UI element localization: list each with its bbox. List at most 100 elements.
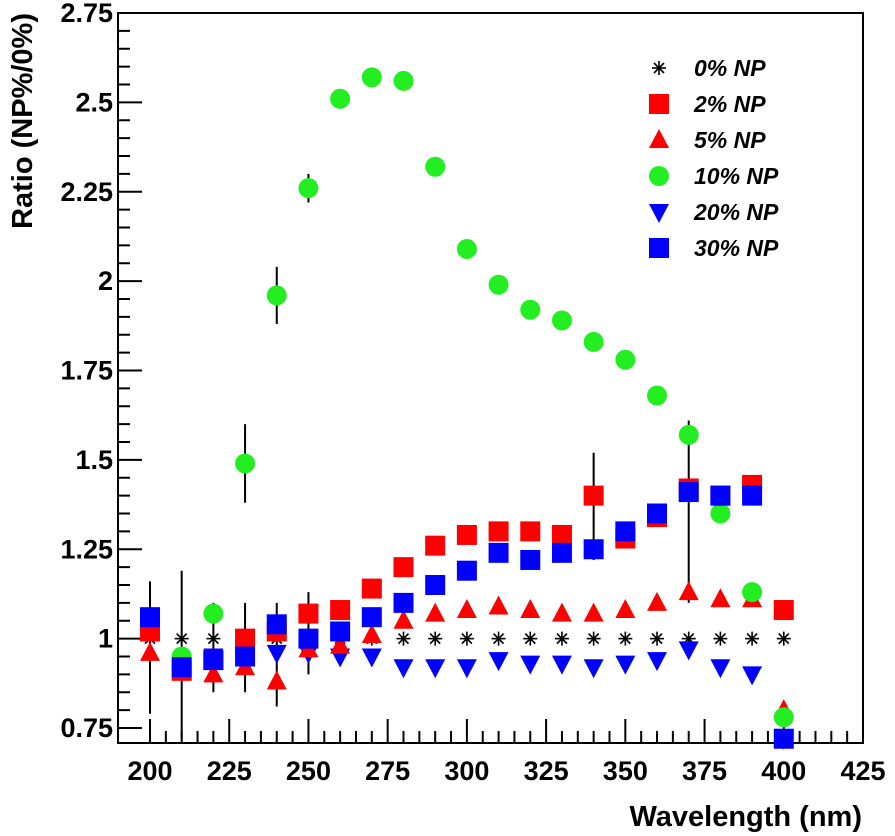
data-point: [266, 644, 287, 664]
data-point: [583, 485, 604, 506]
y-tick-label: 2: [98, 266, 113, 296]
legend-label: 10% NP: [694, 163, 779, 189]
data-point: [456, 560, 477, 581]
data-point: [488, 274, 509, 295]
data-point: [361, 624, 382, 644]
y-tick-label: 2.25: [60, 177, 113, 207]
legend-label: 0% NP: [694, 55, 766, 81]
data-point: [330, 88, 351, 109]
data-point: [425, 575, 446, 595]
plot-frame: [117, 12, 864, 744]
data-point: [678, 482, 699, 503]
data-point: [235, 628, 256, 649]
data-point: [551, 542, 572, 563]
data-point: [428, 631, 443, 646]
data-point: [583, 331, 604, 352]
data-point: [773, 728, 794, 749]
data-point: [647, 591, 668, 611]
data-point: [330, 621, 351, 642]
data-point: [615, 599, 636, 619]
data-point: [459, 631, 474, 646]
data-point: [361, 648, 382, 668]
data-point: [203, 650, 224, 671]
x-tick-label: 300: [444, 756, 489, 786]
y-axis: 0.75 1 1.25 1.5 1.75 2 2.25 2.5 2.75: [60, 0, 142, 743]
x-tick-label: 325: [524, 756, 569, 786]
data-point: [298, 603, 319, 624]
data-point: [140, 607, 160, 628]
legend-marker: [649, 238, 669, 258]
data-point: [551, 310, 572, 331]
data-point: [678, 581, 699, 601]
data-point: [650, 631, 665, 646]
legend-label: 20% NP: [693, 199, 779, 225]
data-point: [488, 542, 509, 563]
data-point: [742, 485, 763, 506]
data-point: [583, 539, 604, 560]
data-point: [647, 385, 668, 406]
data-point: [425, 156, 446, 177]
data-point: [773, 707, 794, 728]
data-point: [710, 659, 731, 679]
data-point: [647, 503, 668, 524]
data-point: [551, 602, 572, 622]
error-bars: [149, 173, 690, 739]
data-point: [425, 659, 446, 679]
legend-label: 5% NP: [694, 127, 766, 153]
legend-marker: [649, 204, 669, 223]
data-point: [710, 485, 731, 506]
data-point: [456, 524, 477, 545]
data-point: [488, 521, 509, 542]
x-axis: 200 225 250 275 300 325 350 375 400 425: [127, 719, 886, 786]
data-point: [330, 634, 351, 654]
data-point: [773, 600, 794, 621]
legend-item: 30% NP: [649, 235, 779, 261]
y-tick-label: 1.25: [60, 534, 113, 564]
data-point: [456, 599, 477, 619]
data-point: [742, 582, 763, 603]
legend-item: 20% NP: [649, 199, 779, 225]
x-tick-label: 250: [286, 756, 331, 786]
data-point: [456, 659, 477, 679]
data-point: [618, 631, 633, 646]
data-point: [615, 521, 636, 542]
data-point: [206, 631, 221, 646]
legend-marker: [649, 129, 669, 148]
data-point: [551, 524, 572, 545]
data-point: [551, 655, 572, 675]
data-point: [742, 666, 763, 686]
data-point: [266, 614, 287, 635]
data-point: [171, 657, 192, 678]
data-point: [393, 609, 414, 629]
y-tick-label: 1: [98, 624, 113, 654]
data-point: [491, 631, 506, 646]
legend-marker: [649, 94, 669, 114]
data-point: [330, 600, 351, 621]
x-tick-label: 400: [761, 756, 806, 786]
data-point: [425, 535, 446, 556]
data-point: [396, 631, 411, 646]
data-point: [488, 595, 509, 615]
data-point: [425, 602, 446, 622]
data-point: [266, 670, 287, 690]
data-point: [520, 549, 541, 570]
y-tick-label: 1.5: [75, 445, 113, 475]
x-tick-label: 200: [127, 756, 172, 786]
data-point: [776, 631, 791, 646]
legend-item: 10% NP: [649, 163, 779, 189]
data-point: [520, 655, 541, 675]
data-point: [393, 557, 414, 578]
y-tick-label: 0.75: [60, 713, 113, 743]
data-point: [235, 646, 256, 667]
data-point: [174, 631, 189, 646]
data-point: [647, 652, 668, 672]
x-tick-label: 225: [207, 756, 252, 786]
data-point: [266, 285, 287, 306]
x-tick-label: 425: [840, 756, 885, 786]
data-point: [615, 349, 636, 370]
data-point: [140, 641, 160, 661]
data-point: [745, 631, 760, 646]
data-point: [583, 602, 604, 622]
legend-label: 2% NP: [693, 91, 766, 117]
